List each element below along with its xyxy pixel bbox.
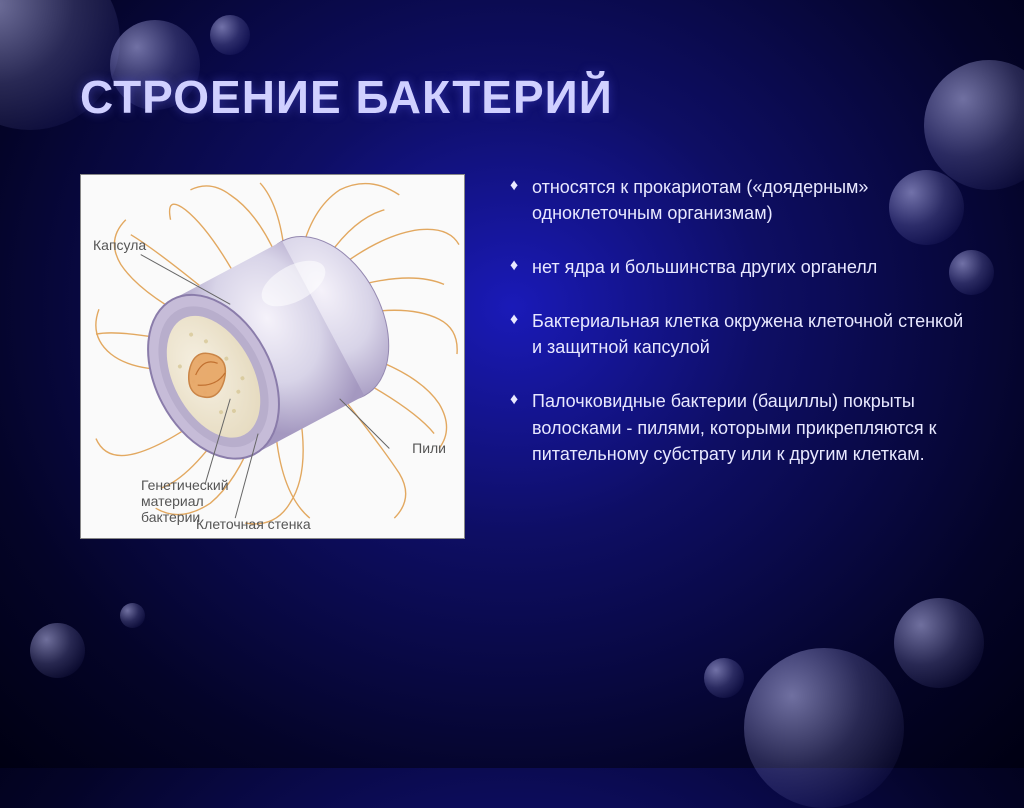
diagram-label-cellwall: Клеточная стенка (196, 516, 311, 532)
bg-bubble (120, 603, 145, 628)
bacteria-svg (81, 175, 464, 538)
page-title: СТРОЕНИЕ БАКТЕРИЙ (80, 70, 964, 124)
bg-bubble (894, 598, 984, 688)
bacteria-diagram: Капсула Пили Генетический материал бакте… (80, 174, 465, 539)
slide: СТРОЕНИЕ БАКТЕРИЙ (0, 0, 1024, 579)
bg-bubble (30, 623, 85, 678)
list-item: нет ядра и большинства других органелл (510, 254, 964, 280)
bg-bubble (744, 648, 904, 808)
list-item: Палочковидные бактерии (бациллы) покрыты… (510, 388, 964, 466)
list-item: Бактериальная клетка окружена клеточной … (510, 308, 964, 360)
content-row: Капсула Пили Генетический материал бакте… (80, 174, 964, 539)
bg-bubble (704, 658, 744, 698)
bullet-list: относятся к прокариотам («доядерным» одн… (510, 174, 964, 495)
diagram-label-capsule: Капсула (93, 237, 146, 253)
list-item: относятся к прокариотам («доядерным» одн… (510, 174, 964, 226)
diagram-label-pili: Пили (412, 440, 446, 456)
